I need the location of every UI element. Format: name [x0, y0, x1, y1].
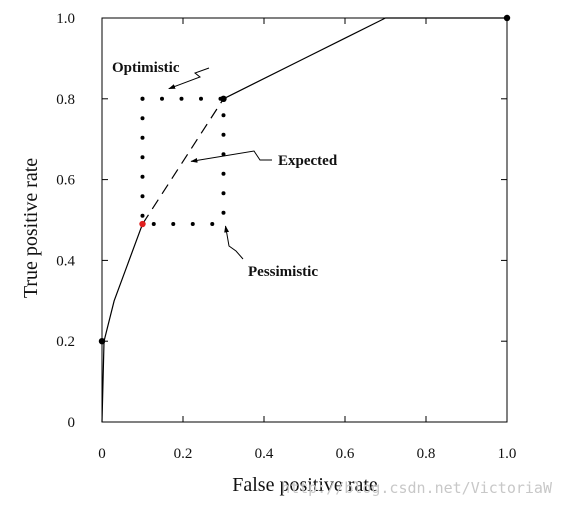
x-tick-label: 0.2 — [174, 446, 193, 462]
annotation-arrow-0 — [168, 67, 210, 90]
data-point-0 — [98, 338, 106, 345]
annotation-label-1: Expected — [278, 153, 338, 169]
axes: 0 0.2 0.4 0.6 0.8 1.0 0 0.2 0.4 0.6 0.8 1.0 — [56, 11, 516, 462]
x-tick-label: 0 — [98, 446, 106, 462]
series-layer — [101, 17, 507, 423]
x-tick-label: 1.0 — [498, 446, 517, 462]
data-point-2 — [220, 95, 227, 103]
series-line-solid-0 — [101, 223, 144, 423]
annotations-layer: Optimistic Expected Pessimistic — [112, 60, 338, 280]
y-axis-title: True positive rate — [20, 158, 42, 298]
series-line-solid-2 — [223, 17, 507, 100]
y-tick-label: 0.4 — [56, 253, 75, 269]
y-tick-label: 0.2 — [56, 334, 75, 350]
y-tick-label: 1.0 — [56, 11, 75, 27]
watermark: http://blog.csdn.net/VictoriaW — [281, 479, 553, 497]
annotation-arrow-2 — [224, 225, 244, 260]
series-line-dashed-1 — [141, 98, 225, 225]
x-tick-label: 0.8 — [417, 446, 436, 462]
points-layer — [98, 14, 511, 345]
data-point-3 — [503, 14, 511, 22]
annotation-label-2: Pessimistic — [248, 264, 318, 280]
y-tick-label: 0.6 — [56, 173, 75, 189]
data-point-1 — [139, 220, 146, 228]
x-tick-label: 0.4 — [255, 446, 274, 462]
x-axis-title: False positive rate — [232, 474, 378, 496]
plot-frame — [101, 17, 508, 423]
y-tick-label: 0 — [68, 415, 76, 431]
x-tick-label: 0.6 — [336, 446, 355, 462]
y-tick-label: 0.8 — [56, 92, 75, 108]
annotation-arrow-1 — [190, 150, 272, 163]
annotation-label-0: Optimistic — [112, 60, 180, 76]
